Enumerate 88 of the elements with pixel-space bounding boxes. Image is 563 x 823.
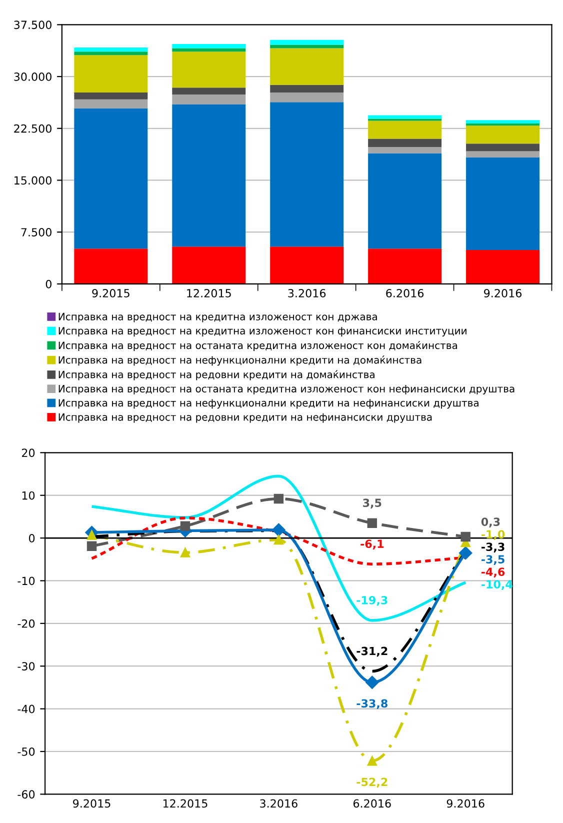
data-label: -4,6 <box>481 568 505 578</box>
x-tick-label: 3.2016 <box>260 799 298 808</box>
legend-label: Исправка на вредност на кредитна изложеност кон држава <box>58 312 377 322</box>
y-tick-label: 22.500 <box>14 124 52 133</box>
y-tick-label: -60 <box>18 790 35 799</box>
point <box>274 534 284 545</box>
bar <box>270 92 344 102</box>
bar <box>172 246 246 284</box>
legend-label: Исправка на вредност на останата кредитна изложеност кон нефинансиски друштва <box>58 385 514 394</box>
bar <box>74 55 148 92</box>
bar <box>74 48 148 52</box>
bar <box>368 147 442 154</box>
bar <box>172 104 246 247</box>
point <box>272 523 286 537</box>
data-label: -6,1 <box>360 540 384 550</box>
bar <box>368 248 442 284</box>
point <box>86 530 97 540</box>
bar <box>172 94 246 104</box>
bar <box>74 52 148 56</box>
y-tick-label: 7.500 <box>21 228 52 236</box>
y-tick-label: 10 <box>22 491 35 500</box>
legend-label: Исправка на вредност на кредитна изложеност кон финансиски институции <box>58 327 466 336</box>
x-tick-label: 6.2016 <box>353 799 391 808</box>
data-label: -33,8 <box>356 699 388 710</box>
bar <box>74 108 148 249</box>
x-tick-label: 12.2015 <box>187 288 231 298</box>
bar <box>466 151 540 158</box>
data-label: -3,5 <box>481 555 504 565</box>
y-tick-label: -40 <box>18 704 35 714</box>
point <box>367 518 378 528</box>
point <box>180 548 190 558</box>
bar <box>368 120 442 139</box>
y-tick-label: 20 <box>22 448 35 458</box>
x-tick-label: 12.2015 <box>163 799 208 808</box>
bar <box>74 99 148 108</box>
bar <box>74 248 148 284</box>
line-series <box>90 474 467 622</box>
y-tick-label: 15.000 <box>14 176 52 185</box>
point <box>367 756 378 766</box>
bar <box>172 88 246 95</box>
x-tick-label: 9.2015 <box>73 799 110 808</box>
data-label: 3,5 <box>363 498 382 508</box>
legend-label: Исправка на вредност на редовни кредити на нефинансиски друштва <box>58 413 432 423</box>
bar <box>466 250 540 284</box>
bar <box>270 44 344 48</box>
x-tick-label: 3.2016 <box>288 288 326 298</box>
data-label: -3,3 <box>481 542 504 552</box>
legend-label: Исправка на вредност на нефункционални кредити на нефинансиски друштва <box>58 399 478 409</box>
bar <box>466 157 540 250</box>
y-tick-label: 0 <box>46 280 52 288</box>
y-tick-label: 0 <box>28 534 35 542</box>
y-tick-label: 30.000 <box>14 72 52 81</box>
x-tick-label: 9.2015 <box>92 288 130 298</box>
legend-label: Исправка на вредност на нефункционални кредити на домаќинства <box>58 356 422 366</box>
bar <box>172 48 246 52</box>
x-tick-label: 6.2016 <box>386 288 424 298</box>
x-tick-label: 9.2016 <box>446 799 484 808</box>
data-label: -52,2 <box>356 778 388 788</box>
y-tick-label: 37.500 <box>14 20 52 30</box>
data-label: -19,3 <box>356 596 388 606</box>
bar <box>270 48 344 85</box>
bar <box>172 52 246 88</box>
data-label: 0,3 <box>481 518 500 528</box>
bar <box>74 92 148 100</box>
x-tick-label: 9.2016 <box>484 288 522 298</box>
point <box>460 532 470 542</box>
bar <box>270 246 344 284</box>
point <box>459 546 472 560</box>
bar <box>270 102 344 247</box>
data-label: -31,2 <box>356 646 388 657</box>
bar <box>466 120 540 124</box>
point <box>274 494 284 504</box>
y-tick-label: -50 <box>18 747 35 756</box>
bar <box>270 84 344 92</box>
bar <box>270 40 344 45</box>
y-tick-label: -10 <box>18 576 35 586</box>
y-tick-label: -30 <box>18 662 35 670</box>
bar <box>368 153 442 249</box>
bar <box>466 126 540 144</box>
point <box>86 541 97 552</box>
point <box>366 676 379 689</box>
legend-label: Исправка на вредност на редовни кредити на домаќинства <box>58 370 374 380</box>
bar <box>368 138 442 148</box>
point <box>180 521 190 531</box>
bar <box>172 44 246 48</box>
bar <box>466 144 540 152</box>
y-tick-label: -20 <box>18 619 35 628</box>
legend-label: Исправка на вредност на останата кредитна изложеност кон домаќинства <box>58 340 457 352</box>
